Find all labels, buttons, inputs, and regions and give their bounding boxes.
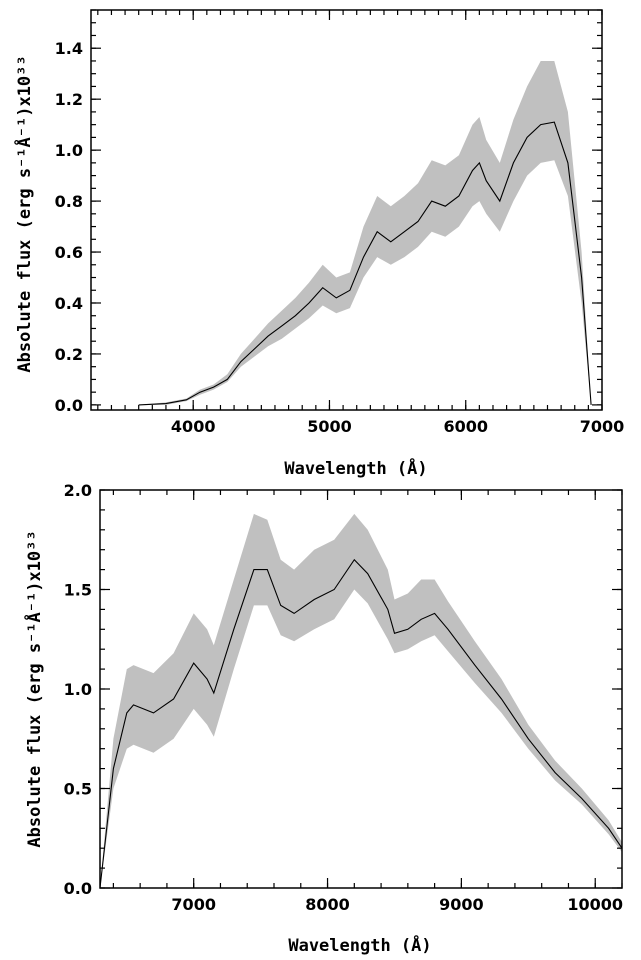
x-tick-label: 4000 [171, 417, 216, 436]
y-tick-label: 0.4 [55, 294, 83, 313]
bottom-y-axis-label: Absolute flux (erg s⁻¹Å⁻¹)x10³³ [22, 530, 45, 847]
y-tick-label: 1.0 [55, 141, 83, 160]
top-x-axis-label: Wavelength (Å) [284, 456, 427, 479]
bottom-uncertainty-band [100, 513, 622, 888]
top-plot-frame [90, 9, 603, 411]
y-tick-label: 0.5 [64, 780, 92, 799]
y-tick-label: 0.6 [55, 243, 83, 262]
y-tick-label: 0.2 [55, 345, 83, 364]
x-tick-label: 7000 [580, 417, 625, 436]
bottom-ticks: 7000 8000 9000 10000 0.0 0.5 1.0 1.5 2.0 [64, 481, 623, 914]
y-tick-label: 1.2 [55, 90, 83, 109]
x-tick-label: 10000 [567, 895, 623, 914]
y-tick-label: 0.8 [55, 192, 83, 211]
y-tick-label: 0.0 [64, 879, 92, 898]
top-panel: 4000 5000 6000 7000 0.0 0.2 0.4 0.6 0.8 1.0 1.2 1.4… [12, 9, 625, 479]
top-ticks: 4000 5000 6000 7000 0.0 0.2 0.4 0.6 0.8 1.0 1.2 1.4 [55, 9, 625, 436]
x-tick-label: 8000 [305, 895, 350, 914]
x-tick-label: 6000 [443, 417, 488, 436]
x-tick-label: 7000 [171, 895, 216, 914]
bottom-panel: 7000 8000 9000 10000 0.0 0.5 1.0 1.5 2.0 Wavelen… [22, 481, 623, 956]
top-uncertainty-band [138, 61, 592, 405]
top-flux-line [138, 121, 592, 406]
y-tick-label: 2.0 [64, 481, 92, 500]
x-tick-label: 9000 [439, 895, 484, 914]
y-tick-label: 1.5 [64, 581, 92, 600]
y-tick-label: 1.4 [55, 39, 83, 58]
y-tick-label: 0.0 [55, 396, 83, 415]
top-y-axis-label: Absolute flux (erg s⁻¹Å⁻¹)x10³³ [12, 55, 35, 372]
x-tick-label: 5000 [307, 417, 352, 436]
y-tick-label: 1.0 [64, 680, 92, 699]
bottom-x-axis-label: Wavelength (Å) [288, 933, 431, 956]
bottom-flux-line [99, 558, 623, 889]
